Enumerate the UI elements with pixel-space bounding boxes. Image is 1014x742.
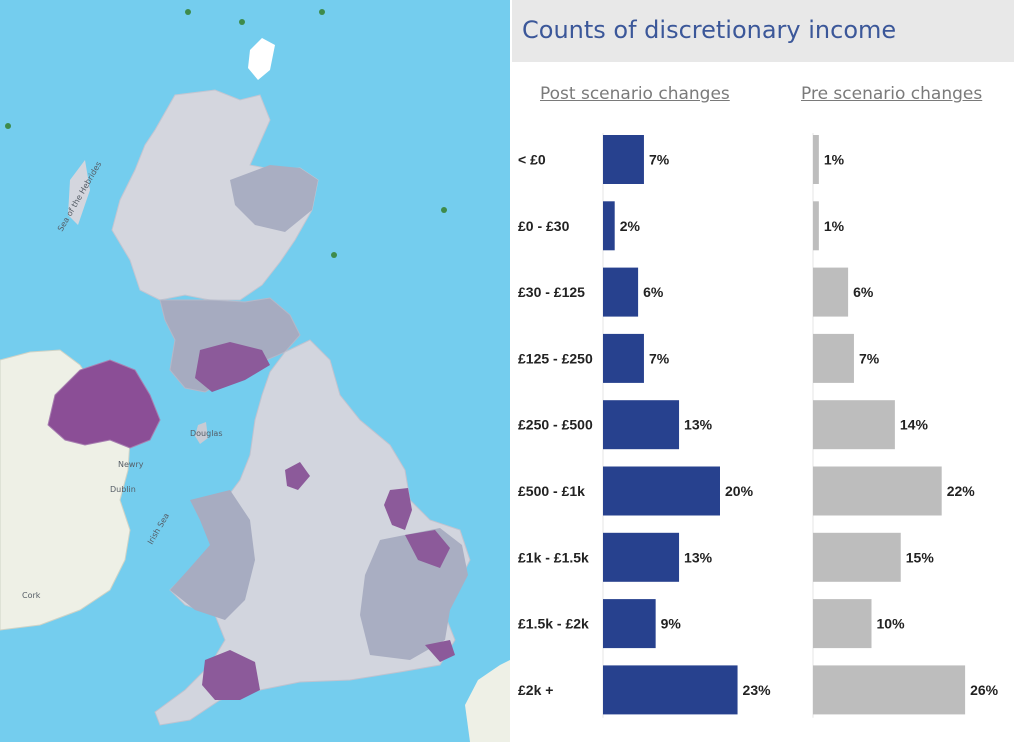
category-label: £1k - £1.5k [518,549,589,565]
map-canvas[interactable]: Dublin Cork Newry Douglas Sea of the Heb… [0,0,510,742]
data-label-pre: 26% [970,682,999,698]
data-label-post: 13% [684,549,713,565]
category-label: £500 - £1k [518,483,585,499]
data-label-pre: 10% [877,616,906,632]
bar-post[interactable] [603,532,680,582]
category-label: £0 - £30 [518,218,570,234]
bar-pre[interactable] [813,665,966,715]
protected-area-marker-icon [5,123,11,129]
data-label-post: 13% [684,417,713,433]
map-label-douglas: Douglas [190,429,223,438]
scotland-highlands [111,89,319,301]
kent-purple [425,640,455,662]
wales-region [170,490,255,620]
title-bar: Counts of discretionary income [512,0,1014,62]
map-label-dublin: Dublin [110,485,136,494]
bar-pre[interactable] [813,400,895,450]
data-label-pre: 22% [947,483,976,499]
map-label-cork: Cork [22,591,41,600]
devon-purple [202,650,260,700]
category-label: £125 - £250 [518,350,593,366]
post-scenario-header[interactable]: Post scenario changes [540,84,730,104]
bar-pre[interactable] [813,466,942,516]
uk-map[interactable]: Dublin Cork Newry Douglas Sea of the Heb… [0,0,510,742]
bar-pre[interactable] [813,267,849,317]
data-label-pre: 6% [853,284,874,300]
bar-post[interactable] [603,201,615,251]
data-label-pre: 1% [824,152,845,168]
category-label: £250 - £500 [518,417,593,433]
midlands-purple [285,462,310,490]
data-label-post: 7% [649,350,670,366]
bar-post[interactable] [603,599,656,649]
bar-post[interactable] [603,267,639,317]
data-label-post: 20% [725,483,754,499]
data-label-pre: 14% [900,417,929,433]
bar-pre[interactable] [813,599,872,649]
chart-panel: Counts of discretionary income Post scen… [512,0,1014,742]
category-label: £2k + [518,682,553,698]
bar-post[interactable] [603,333,644,383]
category-label: £1.5k - £2k [518,616,589,632]
continent-land [465,660,510,742]
bar-pre[interactable] [813,333,854,383]
scotland-east [230,165,318,232]
protected-area-marker-icon [185,9,191,15]
data-label-post: 7% [649,152,670,168]
protected-area-marker-icon [331,252,337,258]
map-label-newry: Newry [118,460,144,469]
chart-title: Counts of discretionary income [522,16,897,44]
category-label: £30 - £125 [518,284,585,300]
shetland [248,38,275,80]
data-label-pre: 15% [906,549,935,565]
data-label-post: 9% [661,616,682,632]
bar-post[interactable] [603,400,680,450]
northern-ireland-region [47,359,161,449]
bar-post[interactable] [603,135,644,184]
isle-of-man [195,422,208,444]
protected-area-marker-icon [239,19,245,25]
bar-pre[interactable] [813,532,901,582]
lincolnshire-purple [384,488,412,530]
scotland-purple-area [195,342,270,392]
data-label-pre: 1% [824,218,845,234]
category-label: < £0 [518,152,546,168]
bar-pre[interactable] [813,201,819,251]
data-label-post: 6% [643,284,664,300]
data-label-pre: 7% [859,350,880,366]
pre-scenario-header[interactable]: Pre scenario changes [801,84,983,104]
bar-chart: < £0 7% 1% £0 - £30 2% 1% £30 - £125 6% 6% £125 -… [518,133,999,718]
protected-area-marker-icon [319,9,325,15]
bar-post[interactable] [603,466,720,516]
outer-hebrides [68,160,90,225]
data-label-post: 23% [743,682,772,698]
protected-area-marker-icon [441,207,447,213]
bar-pre[interactable] [813,135,819,184]
data-label-post: 2% [620,218,641,234]
east-purple-1 [405,530,450,568]
bar-post[interactable] [603,665,738,715]
map-label-irish-sea: Irish Sea [146,511,171,546]
